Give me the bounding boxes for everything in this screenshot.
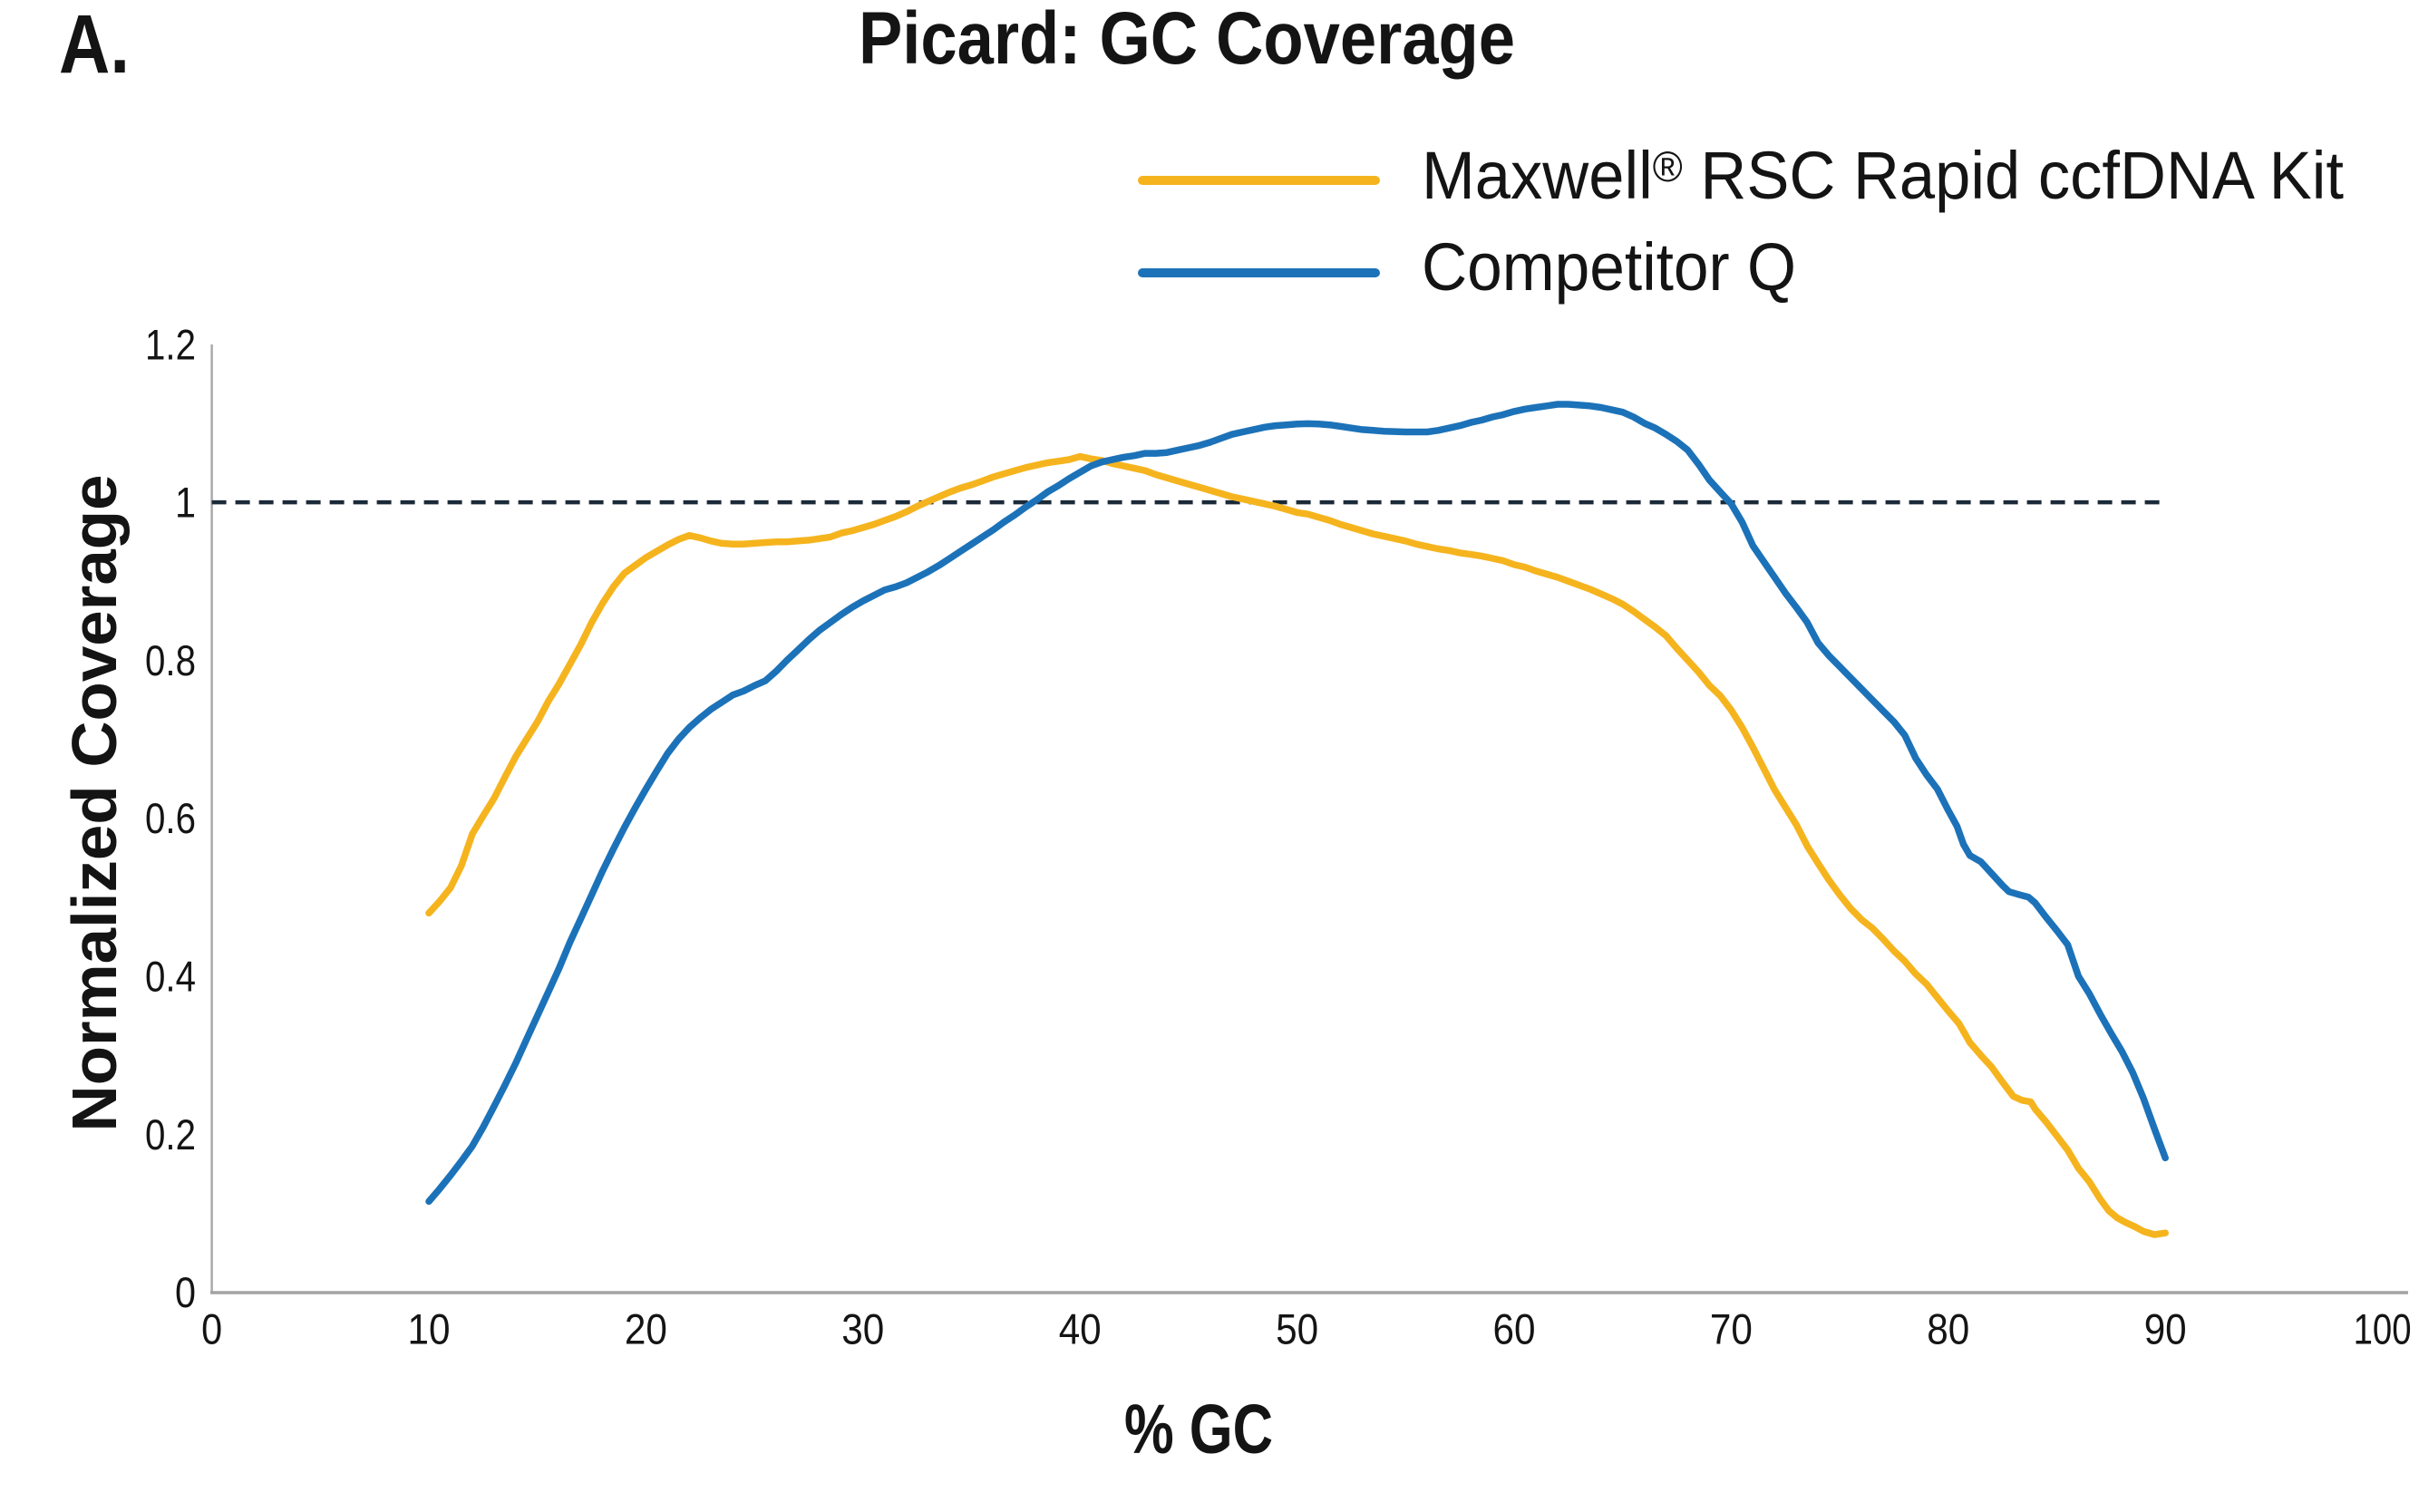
svg-text:10: 10: [408, 1305, 451, 1353]
svg-text:0.6: 0.6: [145, 794, 196, 842]
svg-text:50: 50: [1276, 1305, 1318, 1353]
svg-text:0.2: 0.2: [145, 1110, 196, 1158]
svg-text:0.8: 0.8: [145, 636, 196, 684]
svg-text:1.2: 1.2: [145, 320, 196, 368]
svg-text:70: 70: [1710, 1305, 1753, 1353]
svg-text:Normalized Coverage: Normalized Coverage: [59, 475, 130, 1132]
svg-text:Picard: GC Coverage: Picard: GC Coverage: [859, 0, 1515, 80]
svg-text:A.: A.: [59, 0, 130, 91]
svg-text:0.4: 0.4: [145, 953, 196, 1001]
svg-text:0: 0: [201, 1305, 222, 1353]
svg-text:0: 0: [175, 1268, 196, 1316]
svg-text:30: 30: [841, 1305, 884, 1353]
svg-text:80: 80: [1927, 1305, 1969, 1353]
svg-text:Maxwell® RSC Rapid ccfDNA Kit: Maxwell® RSC Rapid ccfDNA Kit: [1422, 138, 2344, 213]
svg-text:40: 40: [1059, 1305, 1102, 1353]
svg-text:1: 1: [175, 479, 196, 527]
svg-text:90: 90: [2144, 1305, 2187, 1353]
svg-text:20: 20: [625, 1305, 667, 1353]
svg-text:100: 100: [2354, 1305, 2412, 1353]
svg-text:% GC: % GC: [1124, 1391, 1273, 1468]
svg-text:Competitor Q: Competitor Q: [1422, 229, 1796, 305]
svg-text:60: 60: [1493, 1305, 1536, 1353]
